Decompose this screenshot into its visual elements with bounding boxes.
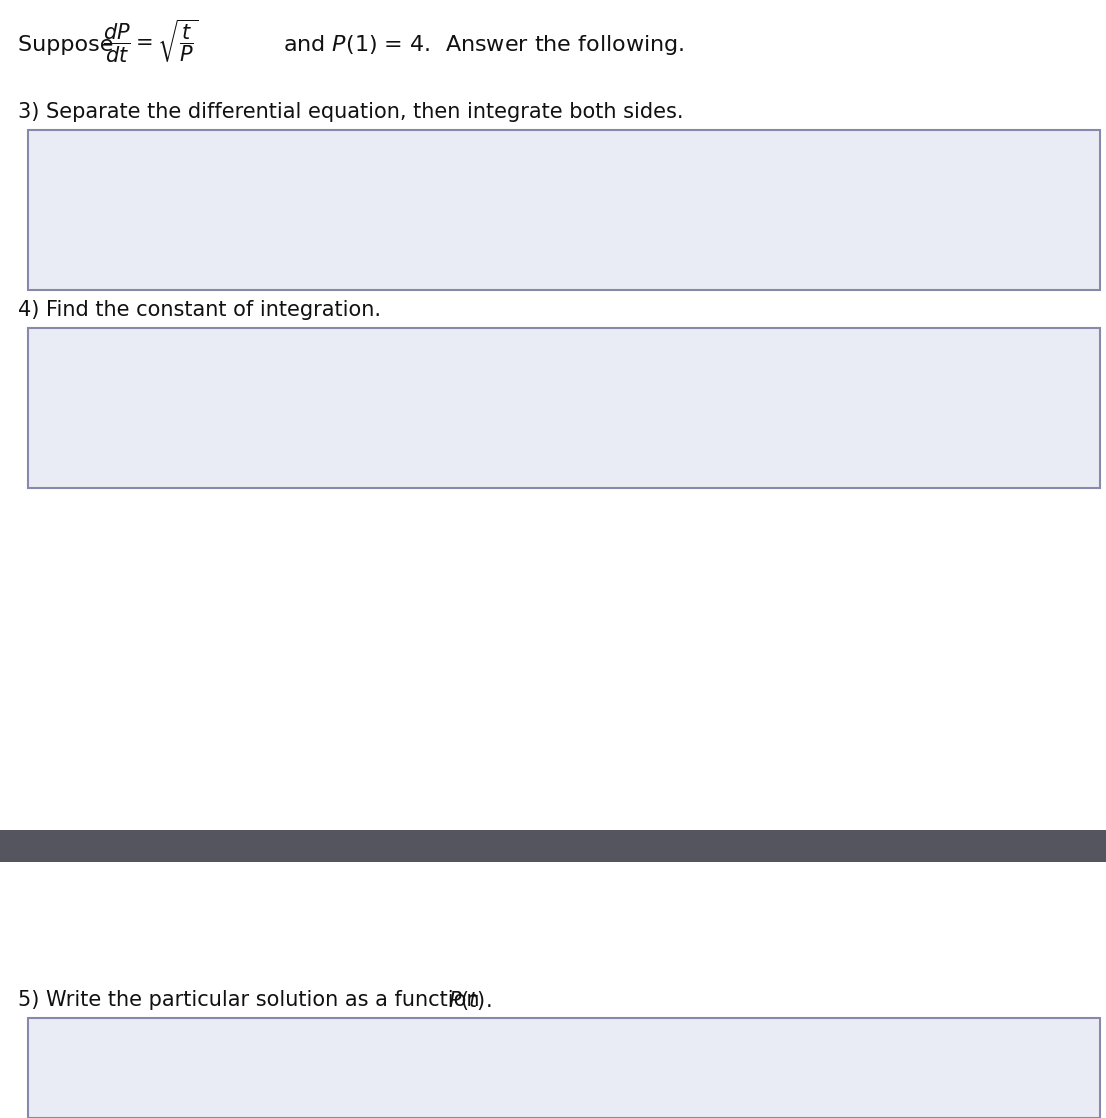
FancyBboxPatch shape <box>28 130 1100 290</box>
Text: $\dfrac{dP}{dt} = \sqrt{\dfrac{t}{P}}$: $\dfrac{dP}{dt} = \sqrt{\dfrac{t}{P}}$ <box>103 18 199 65</box>
Text: 3) Separate the differential equation, then integrate both sides.: 3) Separate the differential equation, t… <box>18 102 684 122</box>
FancyBboxPatch shape <box>0 830 1106 862</box>
Text: and $P(1)$ = 4.  Answer the following.: and $P(1)$ = 4. Answer the following. <box>283 34 685 57</box>
Text: $P(t)$.: $P(t)$. <box>448 988 491 1012</box>
FancyBboxPatch shape <box>28 1018 1100 1118</box>
FancyBboxPatch shape <box>28 328 1100 487</box>
Text: 5) Write the particular solution as a function: 5) Write the particular solution as a fu… <box>18 991 487 1010</box>
Text: 4) Find the constant of integration.: 4) Find the constant of integration. <box>18 300 380 320</box>
Text: Suppose: Suppose <box>18 35 121 55</box>
